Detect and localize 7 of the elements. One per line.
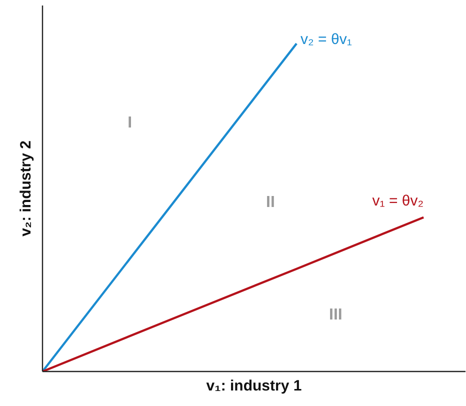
annotation: III (329, 306, 342, 324)
series-label: v₁ = θv₂ (372, 192, 424, 210)
annotation: II (266, 194, 275, 211)
y-axis-title: v₂: industry 2 (18, 140, 34, 236)
series-label: v₂ = θv₁ (300, 31, 352, 48)
x-axis-title: v₁: industry 1 (206, 378, 302, 394)
annotation: I (128, 114, 132, 132)
